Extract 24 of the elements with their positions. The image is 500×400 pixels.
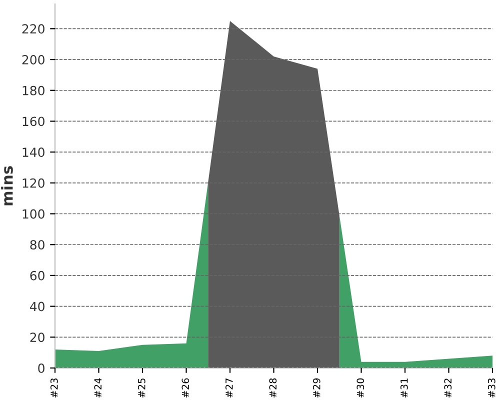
y-tick-label: 120 xyxy=(22,178,44,188)
x-tick-label: #33 xyxy=(488,378,496,398)
x-tick-label: #30 xyxy=(356,378,364,398)
x-tick-label: #26 xyxy=(182,378,190,398)
y-tick-label: 80 xyxy=(30,240,44,250)
x-tick-label: #27 xyxy=(225,378,233,398)
y-tick-label: 20 xyxy=(30,332,44,342)
x-tick-label: #24 xyxy=(94,378,102,398)
x-tick-label: #28 xyxy=(269,378,277,398)
y-tick-label: 220 xyxy=(22,24,44,34)
y-tick-label: 160 xyxy=(22,116,44,126)
x-tick-label: #29 xyxy=(312,378,320,398)
x-tick-label: #23 xyxy=(50,378,58,398)
y-tick-label: 60 xyxy=(30,270,44,280)
y-tick-label: 200 xyxy=(22,54,44,64)
x-tick-label: #32 xyxy=(444,378,452,398)
y-tick-label: 140 xyxy=(22,148,44,157)
y-tick-label: 100 xyxy=(22,209,44,219)
y-tick-label: 180 xyxy=(22,86,44,96)
x-tick-label: #25 xyxy=(138,378,146,398)
y-tick-label: 0 xyxy=(38,363,44,373)
y-tick-label: 40 xyxy=(30,302,44,312)
x-tick-label: #31 xyxy=(400,378,408,398)
y-axis-title: mins xyxy=(1,166,13,206)
